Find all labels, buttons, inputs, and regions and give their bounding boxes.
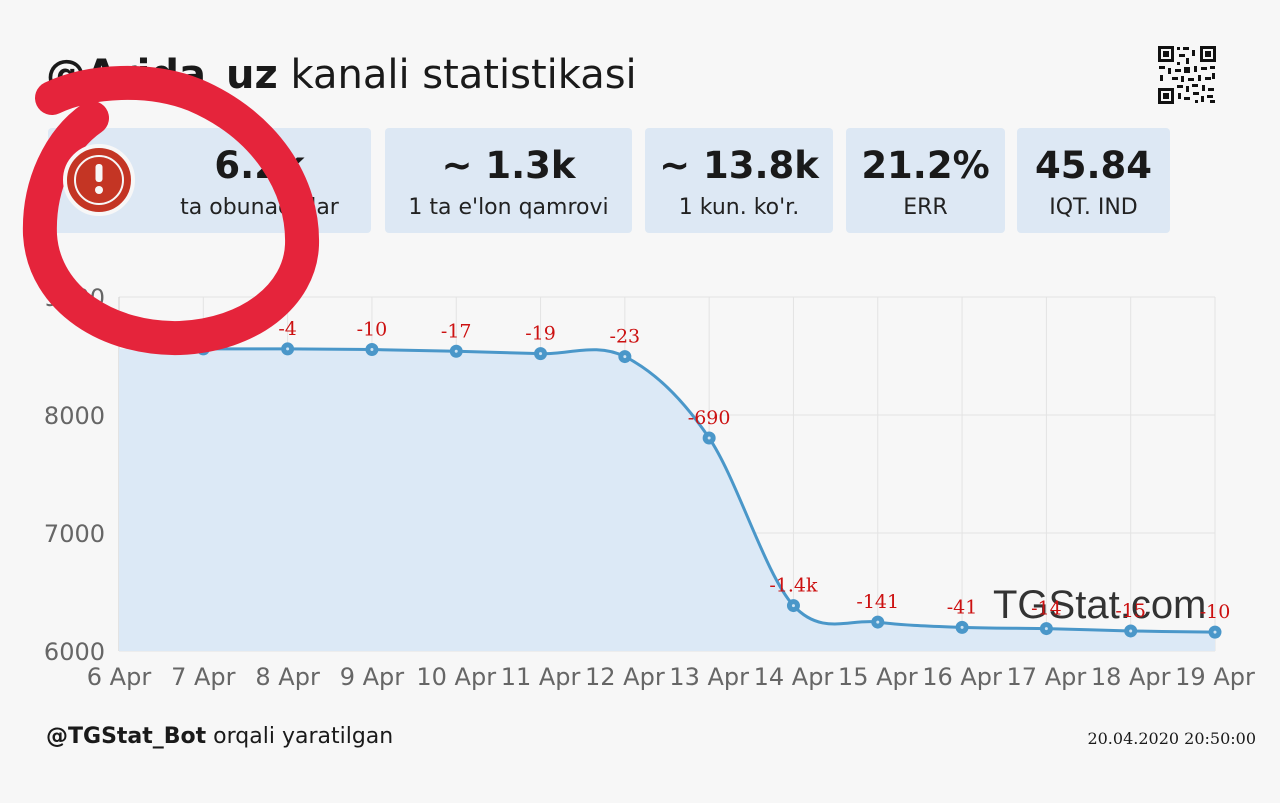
- x-tick-label: 6 Apr: [87, 663, 152, 691]
- data-label: -19: [525, 323, 556, 345]
- data-point-center: [707, 436, 711, 440]
- x-tick-label: 14 Apr: [754, 663, 834, 691]
- x-tick-label: 12 Apr: [585, 663, 665, 691]
- data-point-center: [286, 347, 290, 351]
- watermark: TGStat.com: [993, 583, 1206, 627]
- credit-suffix: orqali yaratilgan: [206, 724, 394, 749]
- stat-value: 21.2%: [861, 144, 990, 187]
- stat-value: ~ 1.3k: [441, 144, 576, 187]
- data-label: -17: [441, 320, 472, 342]
- chart-area: [119, 348, 1215, 651]
- stat-card-reach: ~ 1.3k 1 ta e'lon qamrovi: [385, 128, 632, 233]
- x-tick-label: 7 Apr: [171, 663, 236, 691]
- data-point-center: [1213, 630, 1217, 634]
- data-point-center: [960, 625, 964, 629]
- x-tick-label: 17 Apr: [1007, 663, 1087, 691]
- data-label: -10: [357, 319, 388, 341]
- x-tick-label: 19 Apr: [1175, 663, 1255, 691]
- qr-code-icon: [1157, 45, 1217, 105]
- data-label: -4: [278, 318, 297, 340]
- x-tick-label: 10 Apr: [416, 663, 496, 691]
- y-tick-label: 7000: [44, 520, 105, 548]
- data-label: -23: [610, 326, 641, 348]
- x-tick-label: 16 Apr: [922, 663, 1002, 691]
- stat-value: 45.84: [1034, 144, 1153, 187]
- data-point-center: [1129, 629, 1133, 633]
- data-point-center: [201, 347, 205, 351]
- stat-card-daily-views: ~ 13.8k 1 kun. ko'r.: [645, 128, 833, 233]
- data-point-center: [539, 352, 543, 356]
- x-tick-label: 15 Apr: [838, 663, 918, 691]
- stat-label: IQT. IND: [1049, 195, 1138, 220]
- stat-label: 1 ta e'lon qamrovi: [408, 195, 609, 220]
- x-tick-label: 8 Apr: [255, 663, 320, 691]
- stat-label: 1 kun. ko'r.: [678, 195, 800, 220]
- stat-card-err: 21.2% ERR: [846, 128, 1005, 233]
- x-tick-label: 18 Apr: [1091, 663, 1171, 691]
- stat-label: ERR: [903, 195, 948, 220]
- data-label: -15: [1115, 600, 1146, 622]
- data-label: -690: [688, 407, 731, 429]
- data-point-center: [623, 355, 627, 359]
- data-point-center: [876, 620, 880, 624]
- data-point-center: [370, 348, 374, 352]
- title-suffix: kanali statistikasi: [277, 52, 637, 98]
- stat-card-index: 45.84 IQT. IND: [1017, 128, 1170, 233]
- data-point-center: [1044, 627, 1048, 631]
- y-tick-label: 8000: [44, 402, 105, 430]
- data-label: -14: [1031, 598, 1062, 620]
- data-label: -10: [1200, 601, 1231, 623]
- footer-credit: @TGStat_Bot orqali yaratilgan: [46, 724, 393, 749]
- x-tick-label: 9 Apr: [340, 663, 405, 691]
- y-tick-label: 9000: [44, 284, 105, 312]
- x-tick-label: 11 Apr: [501, 663, 581, 691]
- data-point-center: [791, 604, 795, 608]
- data-label: -141: [856, 591, 899, 613]
- x-tick-label: 13 Apr: [669, 663, 749, 691]
- stat-value: ~ 13.8k: [659, 144, 819, 187]
- data-label: -41: [947, 596, 978, 618]
- data-point-center: [454, 349, 458, 353]
- y-tick-label: 6000: [44, 638, 105, 666]
- timestamp: 20.04.2020 20:50:00: [1087, 729, 1256, 748]
- data-label: -1.4k: [769, 575, 818, 597]
- bot-handle: @TGStat_Bot: [46, 724, 207, 749]
